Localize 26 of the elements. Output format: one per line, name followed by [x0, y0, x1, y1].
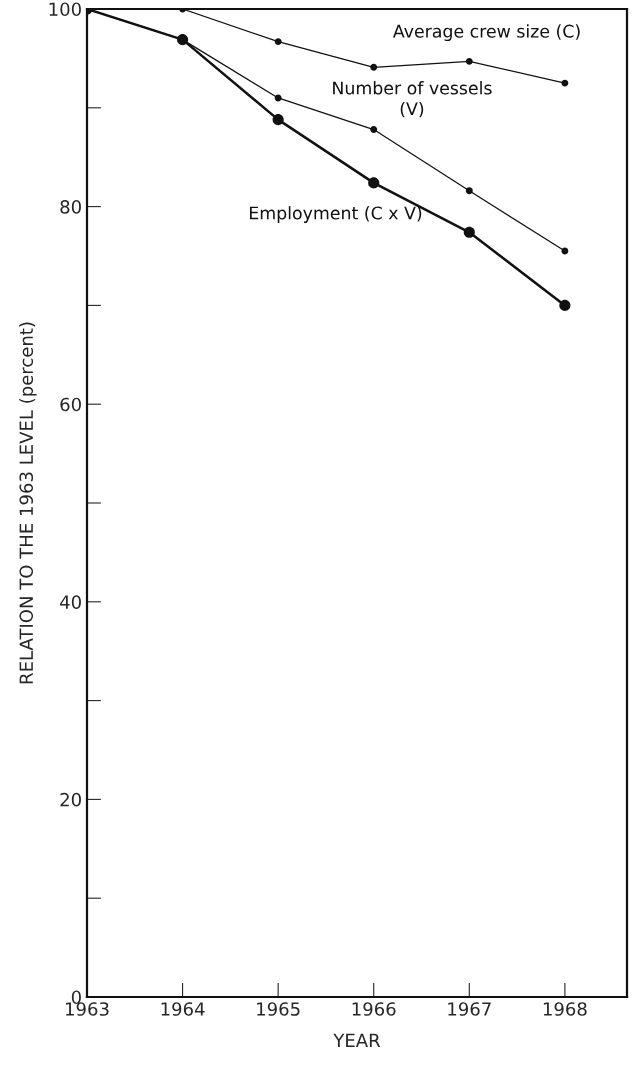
y-tick-label: 60 [60, 397, 81, 412]
x-tick-label: 1963 [66, 1002, 109, 1016]
y-tick-label: 80 [60, 200, 81, 214]
y-axis-title: RELATION TO THE 1963 LEVEL (percent) [19, 322, 37, 684]
series-label: Average crew size (C) [392, 24, 580, 42]
point [370, 63, 378, 71]
series-label: Number of vessels (V) [333, 81, 492, 118]
point [272, 114, 284, 126]
x-tick-label: 1965 [257, 1002, 300, 1016]
x-tick-label: 1967 [448, 1002, 491, 1016]
point [463, 226, 475, 238]
x-tick-label: 1966 [352, 1002, 396, 1016]
series-label: Employment (C x V) [250, 206, 422, 223]
x-axis-title: YEAR [333, 1033, 381, 1047]
point [465, 57, 473, 65]
point [368, 177, 380, 189]
y-tick-label: 20 [60, 792, 81, 807]
point [274, 38, 282, 46]
point [370, 126, 378, 134]
point [559, 299, 571, 311]
y-tick-label: 0 [71, 990, 81, 1005]
x-tick-label: 1968 [543, 1002, 587, 1016]
y-tick-label: 100 [49, 2, 81, 17]
x-tick-label: 1964 [161, 1002, 205, 1016]
point [465, 187, 473, 195]
y-tick-label: 40 [60, 595, 81, 609]
